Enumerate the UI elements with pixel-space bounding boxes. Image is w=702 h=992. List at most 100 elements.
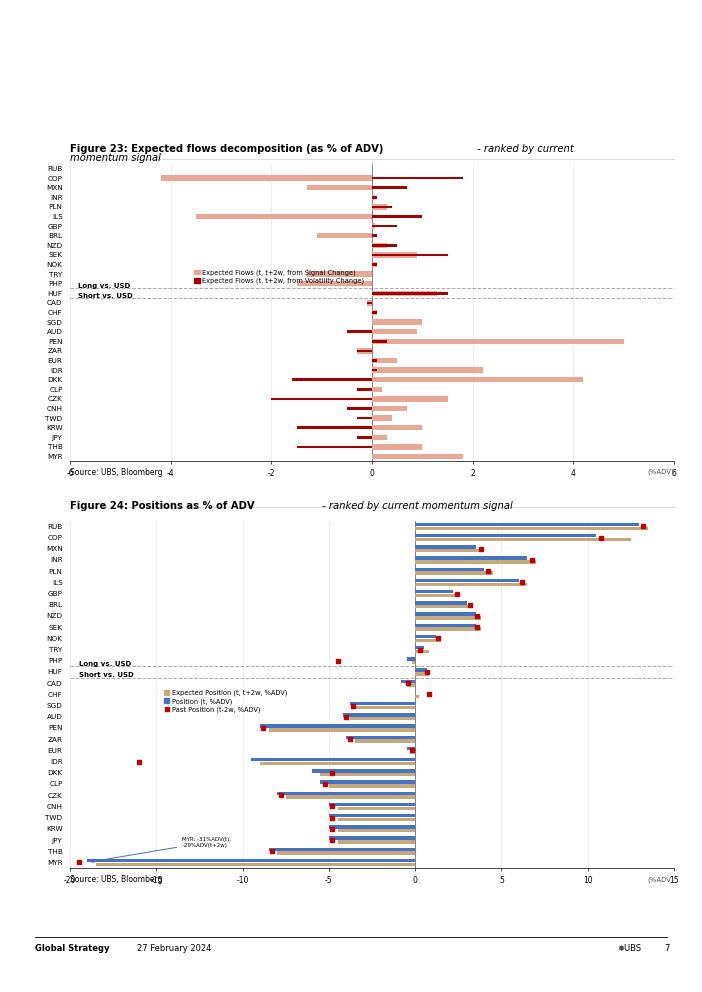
- Text: Long vs. USD: Long vs. USD: [79, 662, 131, 668]
- Bar: [415, 590, 453, 593]
- Bar: [338, 817, 415, 821]
- Bar: [415, 594, 458, 597]
- Bar: [357, 349, 372, 352]
- Legend: Expected Flows (t, t+2w, from Signal Change), Expected Flows (t, t+2w, from Vola: Expected Flows (t, t+2w, from Signal Cha…: [194, 269, 364, 285]
- Bar: [415, 694, 418, 698]
- Bar: [320, 773, 415, 777]
- Bar: [329, 803, 415, 806]
- Bar: [372, 387, 382, 392]
- Bar: [372, 338, 623, 344]
- Bar: [372, 310, 377, 315]
- Bar: [338, 840, 415, 843]
- Bar: [329, 785, 415, 788]
- Bar: [415, 546, 475, 549]
- Bar: [415, 571, 493, 574]
- Bar: [415, 534, 596, 538]
- Bar: [357, 417, 372, 420]
- Bar: [372, 377, 583, 382]
- Bar: [346, 736, 415, 739]
- Bar: [88, 859, 415, 862]
- Bar: [415, 646, 424, 650]
- Bar: [96, 863, 415, 866]
- Text: MYR: -31%ADV(t),
-29%ADV(t+2w): MYR: -31%ADV(t), -29%ADV(t+2w): [91, 837, 232, 862]
- Bar: [415, 639, 441, 642]
- Bar: [415, 578, 519, 582]
- Bar: [338, 829, 415, 832]
- Bar: [415, 560, 536, 563]
- Bar: [372, 252, 417, 258]
- Bar: [415, 549, 484, 553]
- Bar: [406, 683, 415, 686]
- Bar: [307, 272, 372, 277]
- Bar: [372, 263, 377, 266]
- Bar: [372, 243, 388, 248]
- Text: (%ADV): (%ADV): [647, 469, 674, 475]
- Bar: [307, 186, 372, 190]
- Bar: [372, 369, 377, 371]
- Text: 27 February 2024: 27 February 2024: [137, 944, 211, 953]
- Bar: [406, 658, 415, 661]
- Text: (%ADV): (%ADV): [647, 877, 674, 884]
- Bar: [196, 214, 372, 219]
- Bar: [372, 319, 423, 324]
- Bar: [329, 836, 415, 840]
- Bar: [357, 435, 372, 438]
- Bar: [372, 177, 463, 180]
- Bar: [357, 348, 372, 353]
- Bar: [260, 762, 415, 765]
- Bar: [372, 204, 388, 209]
- Bar: [372, 444, 423, 449]
- Text: ❅UBS: ❅UBS: [618, 944, 642, 953]
- Bar: [277, 792, 415, 795]
- Bar: [260, 724, 415, 728]
- Bar: [372, 186, 407, 189]
- Text: Global Strategy: Global Strategy: [35, 944, 110, 953]
- Bar: [415, 673, 429, 676]
- Text: - ranked by current: - ranked by current: [474, 144, 574, 154]
- Bar: [372, 425, 423, 431]
- Bar: [372, 340, 388, 342]
- Bar: [372, 367, 483, 373]
- Bar: [372, 205, 392, 208]
- Bar: [415, 538, 631, 542]
- Bar: [415, 612, 475, 616]
- Text: Figure 23: Expected flows decomposition (as % of ADV): Figure 23: Expected flows decomposition …: [70, 144, 383, 154]
- Bar: [415, 616, 481, 620]
- Bar: [410, 751, 415, 754]
- Bar: [372, 359, 377, 362]
- Bar: [372, 254, 448, 256]
- Bar: [350, 702, 415, 705]
- Bar: [415, 523, 640, 526]
- Bar: [415, 627, 481, 631]
- Bar: [372, 329, 417, 334]
- Bar: [372, 225, 397, 227]
- Bar: [286, 796, 415, 799]
- Bar: [415, 527, 648, 530]
- Bar: [372, 223, 375, 229]
- Bar: [355, 706, 415, 709]
- Bar: [312, 769, 415, 773]
- Bar: [329, 814, 415, 817]
- Text: Short vs. USD: Short vs. USD: [79, 673, 133, 679]
- Text: Figure 24: Positions as % of ADV: Figure 24: Positions as % of ADV: [70, 501, 255, 511]
- Bar: [415, 669, 428, 672]
- Bar: [415, 635, 436, 638]
- Bar: [367, 302, 372, 305]
- Bar: [296, 281, 372, 287]
- Text: Long vs. USD: Long vs. USD: [78, 284, 130, 290]
- Bar: [402, 680, 415, 682]
- Bar: [269, 728, 415, 731]
- Bar: [296, 445, 372, 448]
- Bar: [415, 557, 527, 559]
- Bar: [251, 758, 415, 762]
- Bar: [338, 806, 415, 810]
- Bar: [415, 601, 467, 604]
- Bar: [372, 453, 463, 459]
- Bar: [277, 851, 415, 855]
- Bar: [415, 650, 429, 653]
- Bar: [347, 407, 372, 410]
- Bar: [415, 605, 470, 608]
- Bar: [161, 176, 372, 181]
- Bar: [372, 196, 377, 198]
- Bar: [329, 825, 415, 828]
